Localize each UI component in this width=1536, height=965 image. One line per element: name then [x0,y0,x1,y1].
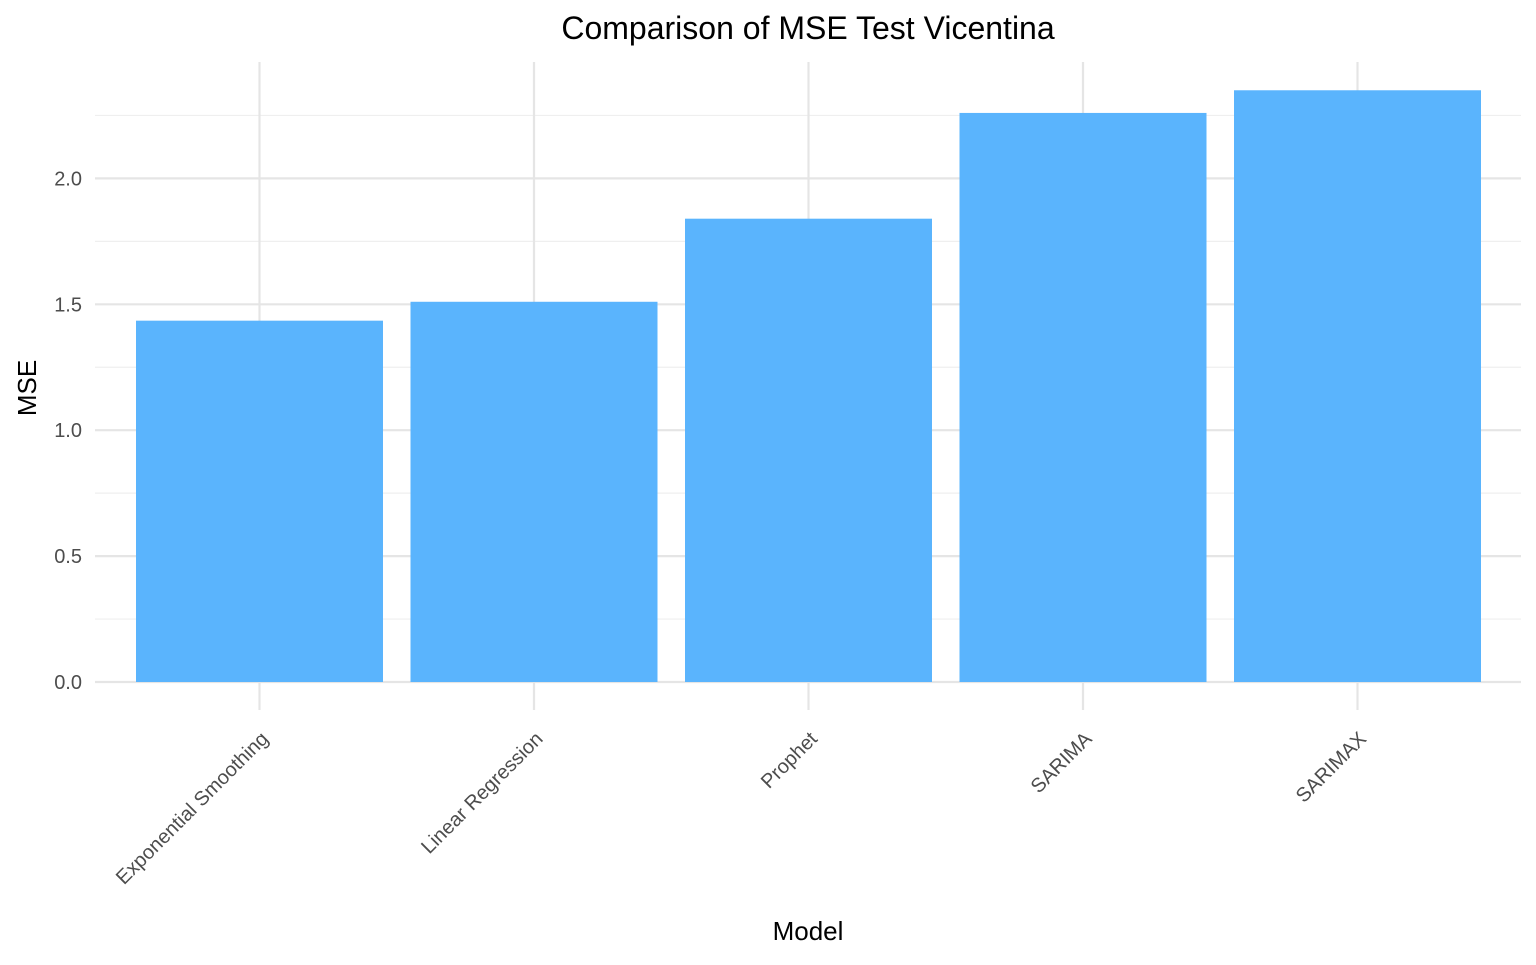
y-tick-label: 1.5 [54,294,82,316]
x-tick-label: SARIMAX [1292,728,1371,807]
y-tick-label: 1.0 [54,420,82,442]
x-tick-label: Linear Regression [417,728,547,858]
bars [136,90,1481,683]
bar-exponential-smoothing [136,320,383,682]
x-tick-label: Prophet [757,728,822,793]
y-axis-title: MSE [12,360,42,416]
bar-sarima [959,112,1207,682]
bar-sarimax [1234,90,1481,682]
y-tick-label: 0.0 [54,672,82,694]
y-axis-ticks: 0.0 0.5 1.0 1.5 2.0 [54,168,82,694]
chart-title: Comparison of MSE Test Vicentina [561,10,1054,46]
bar-prophet [685,218,932,683]
y-tick-label: 2.0 [54,168,82,190]
x-tick-label: SARIMA [1027,728,1097,798]
bar-linear-regression [410,301,658,682]
x-axis-ticks: Exponential Smoothing Linear Regression Pr… [112,728,1371,889]
x-axis-title: Model [773,916,844,946]
y-tick-label: 0.5 [54,546,82,568]
x-tick-label: Exponential Smoothing [112,728,273,889]
